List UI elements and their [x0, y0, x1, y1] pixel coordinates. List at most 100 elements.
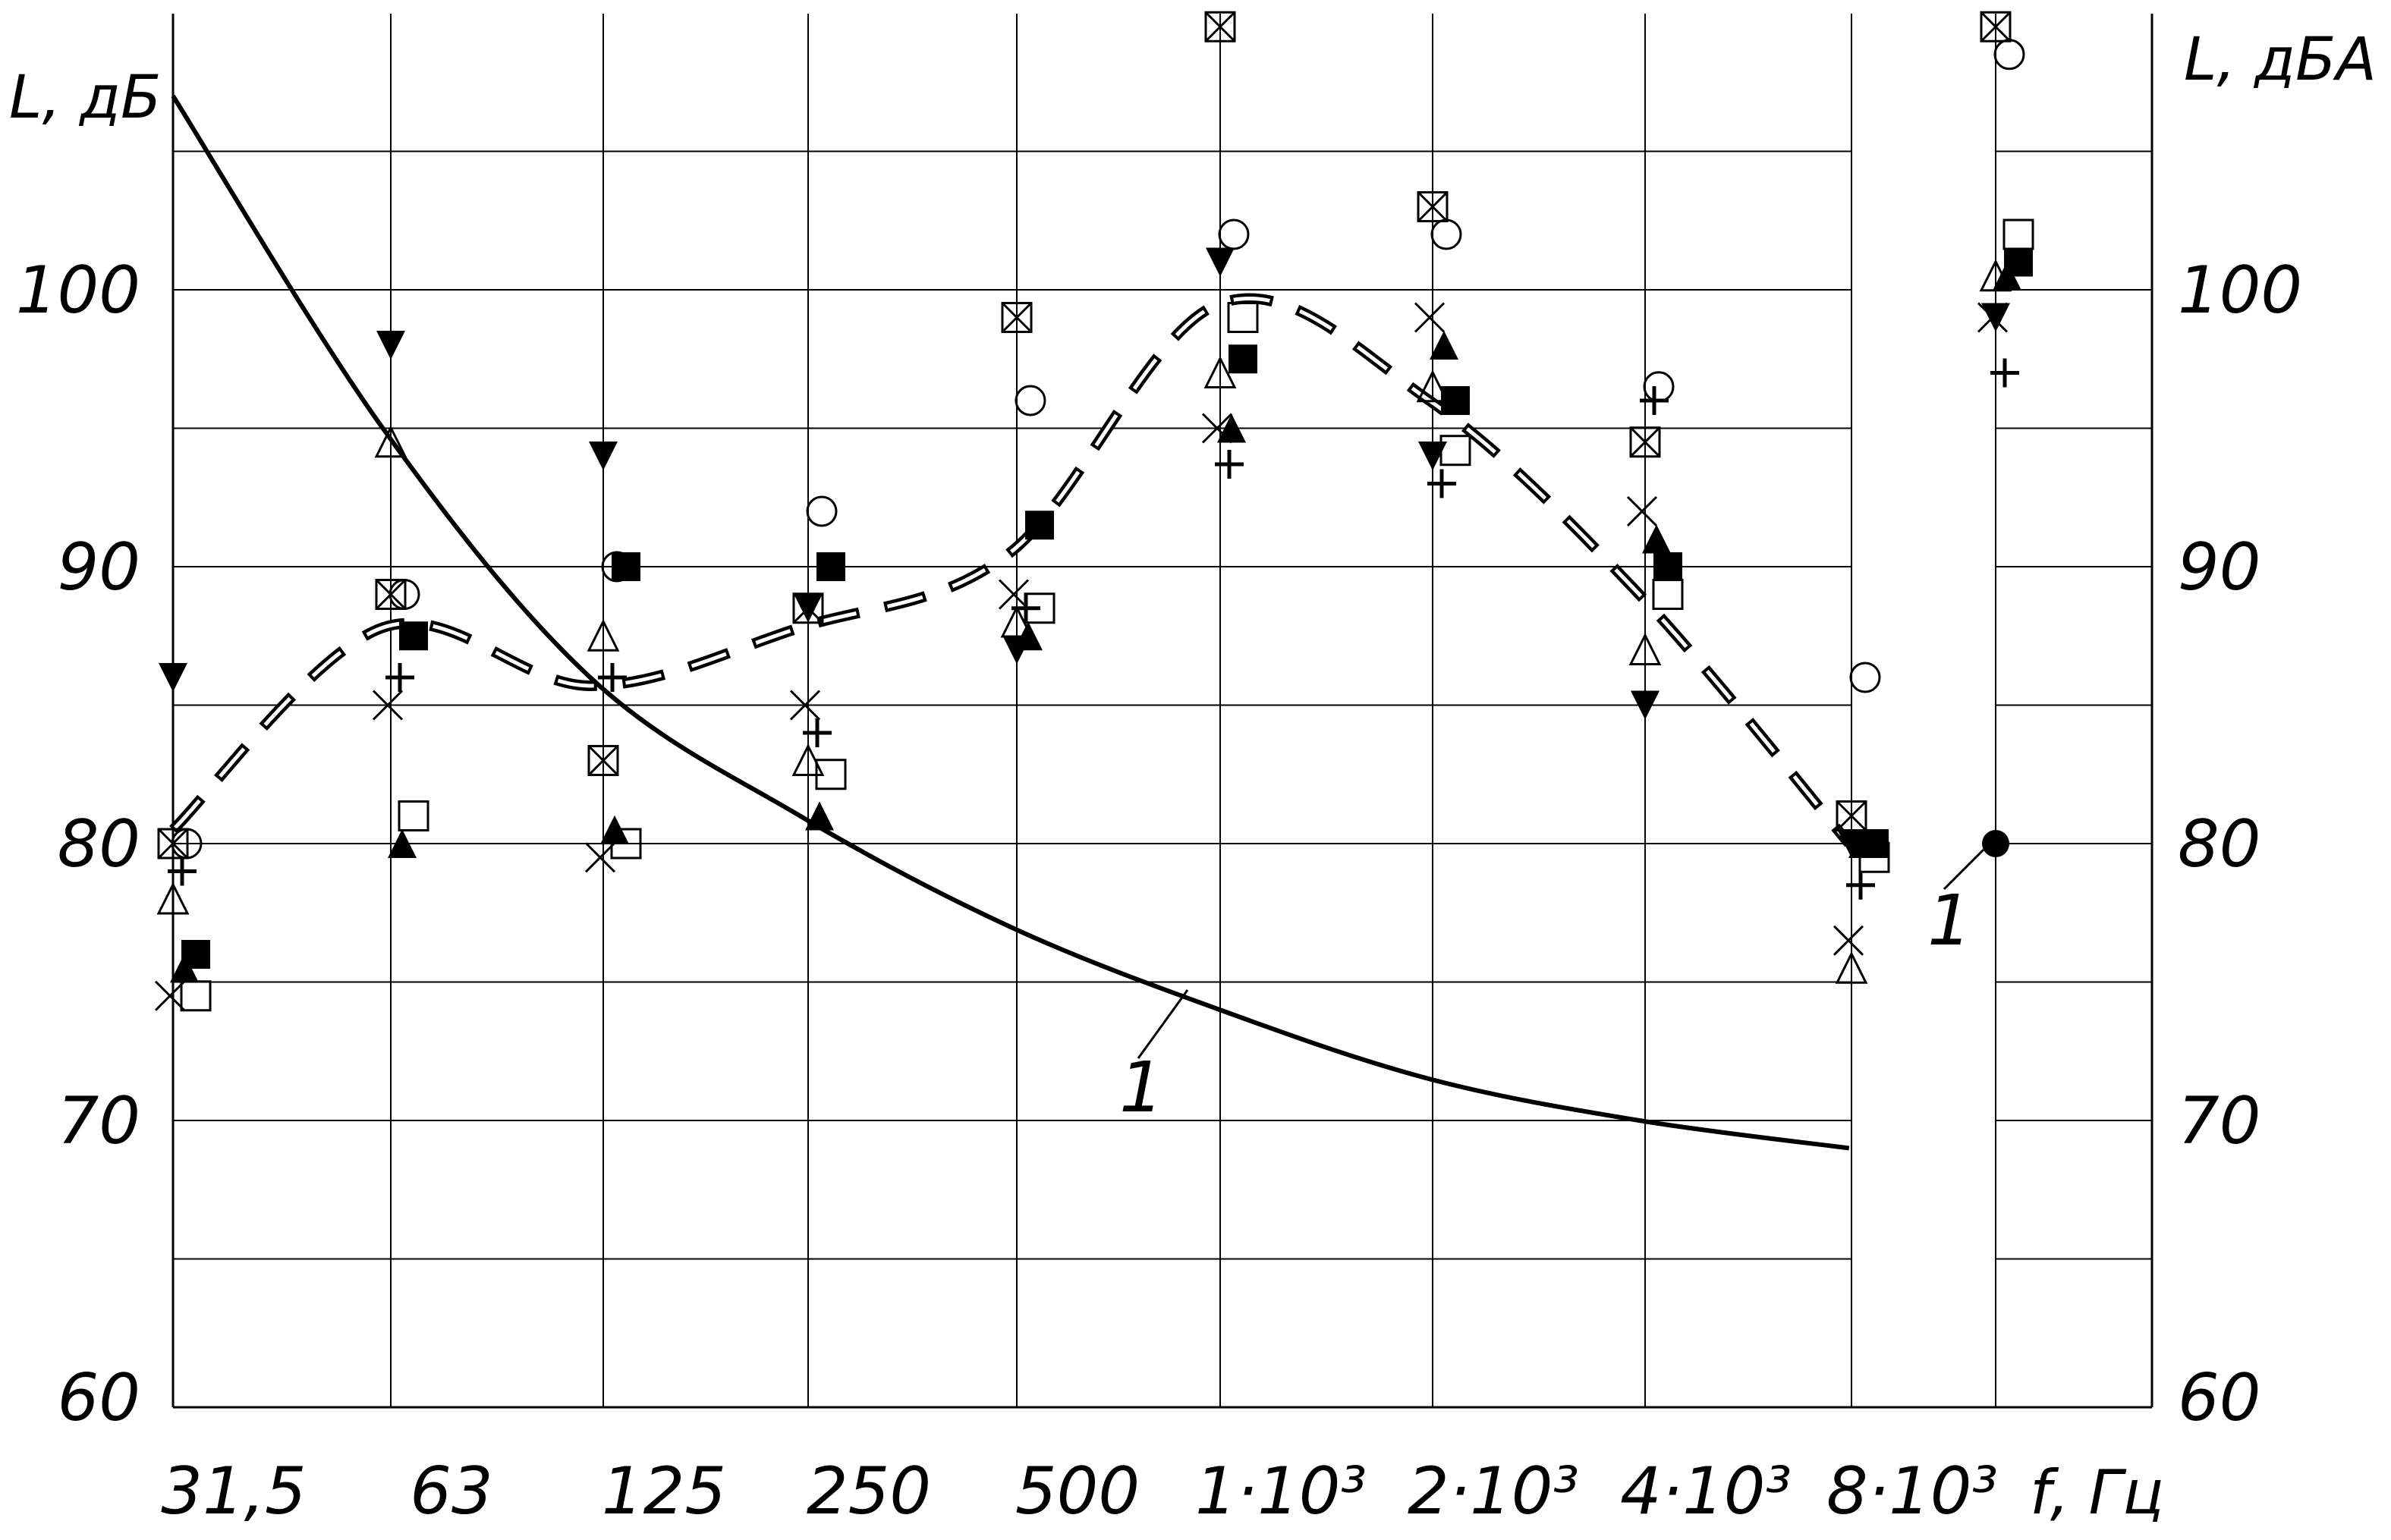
x-tick-0: 31,5	[161, 1454, 306, 1529]
y-tick-right-100: 100	[2178, 253, 2302, 328]
marker-circle-open-7	[1643, 371, 1675, 403]
point-label-leader	[1943, 848, 1985, 891]
marker-square-filled-6	[1441, 386, 1470, 415]
marker-square-open-1	[398, 800, 429, 831]
x-tick-7: 4·10³	[1620, 1454, 1792, 1529]
marker-x-cross-0	[154, 980, 186, 1011]
marker-triangle-up-filled-8	[1848, 829, 1877, 858]
marker-triangle-up-open-8	[1835, 951, 1868, 984]
marker-triangle-up-filled-3	[805, 801, 834, 831]
marker-x-cross-9	[1977, 302, 2009, 333]
marker-triangle-up-open-7	[1628, 633, 1662, 665]
marker-plus-4	[1011, 593, 1040, 623]
marker-circle-open-6	[1430, 218, 1462, 250]
marker-square-crossed-1	[375, 579, 407, 610]
marker-triangle-up-filled-9	[1993, 261, 2021, 291]
x-tick-2: 125	[602, 1454, 726, 1529]
marker-triangle-down-filled-0	[159, 663, 187, 692]
x-tick-3: 250	[807, 1454, 931, 1529]
marker-circle-open-4	[1015, 385, 1046, 416]
grid	[171, 14, 2153, 1409]
y-axis-label-left: L, дБ	[9, 64, 161, 132]
marker-square-filled-2	[612, 552, 640, 581]
point-label-1: 1	[1927, 880, 1972, 961]
y-tick-left-70: 70	[58, 1083, 140, 1159]
marker-plus-3	[803, 718, 832, 747]
y-tick-right-80: 80	[2178, 806, 2260, 882]
marker-square-crossed-8	[1836, 800, 1867, 831]
marker-square-filled-4	[1025, 511, 1054, 540]
x-tick-4: 500	[1015, 1454, 1140, 1529]
y-tick-left-100: 100	[16, 253, 140, 328]
marker-x-cross-8	[1833, 925, 1864, 956]
x-axis-label: f, Гц	[2030, 1457, 2164, 1528]
marker-triangle-down-filled-1	[376, 331, 405, 360]
marker-square-filled-7	[1653, 552, 1682, 581]
marker-square-crossed-2	[587, 745, 619, 776]
marker-square-open-6	[1439, 435, 1471, 467]
markers	[154, 11, 2034, 1012]
marker-square-filled-5	[1229, 344, 1257, 374]
marker-square-crossed-9	[1980, 11, 2012, 42]
marker-x-cross-6	[1414, 302, 1446, 333]
marker-x-cross-1	[372, 690, 404, 721]
marker-plus-8	[1846, 870, 1875, 900]
marker-square-crossed-7	[1629, 426, 1661, 458]
marker-triangle-up-filled-0	[170, 954, 199, 983]
marker-triangle-down-filled-2	[589, 442, 618, 470]
norm-curve-1	[171, 94, 1850, 1151]
marker-triangle-down-filled-5	[1206, 247, 1235, 277]
x-tick-5: 1·10³	[1195, 1454, 1367, 1529]
y-tick-left-90: 90	[58, 530, 140, 605]
curves	[169, 94, 2009, 1151]
curve-label-1: 1	[1119, 1047, 1164, 1128]
average-spectrum-curve-inner	[171, 297, 1851, 845]
marker-square-open-7	[1652, 579, 1684, 610]
marker-plus-0	[168, 856, 197, 886]
marker-square-crossed-3	[792, 592, 824, 624]
y-tick-left-60: 60	[58, 1360, 140, 1436]
labels: L, дБ L, дБА f, Гц 1 1 60 70 80 90 100 60 70 80…	[9, 26, 2377, 1529]
marker-square-open-0	[180, 980, 212, 1012]
marker-circle-open-9	[1993, 39, 2025, 71]
marker-triangle-down-filled-7	[1631, 690, 1660, 720]
marker-plus-2	[598, 663, 627, 692]
marker-plus-7	[1640, 386, 1669, 415]
curve-label-leader	[1137, 989, 1189, 1059]
marker-triangle-up-open-1	[374, 425, 407, 458]
marker-circle-open-5	[1218, 218, 1250, 250]
marker-triangle-down-filled-9	[1981, 303, 2010, 332]
y-tick-right-90: 90	[2178, 530, 2260, 605]
marker-square-open-3	[815, 759, 847, 790]
marker-square-crossed-5	[1204, 11, 1236, 42]
y-tick-right-60: 60	[2178, 1360, 2260, 1436]
marker-x-cross-2	[584, 842, 616, 873]
x-tick-6: 2·10³	[1408, 1454, 1579, 1529]
marker-triangle-up-open-2	[587, 618, 620, 652]
marker-square-filled-1	[399, 621, 428, 651]
marker-triangle-up-open-5	[1203, 356, 1237, 388]
marker-square-open-9	[2002, 218, 2034, 250]
marker-plus-1	[385, 663, 414, 692]
marker-circle-open-3	[806, 495, 838, 527]
marker-plus-5	[1215, 449, 1244, 479]
marker-plus-6	[1427, 469, 1456, 498]
marker-circle-open-8	[1849, 662, 1881, 693]
marker-plus-9	[1990, 358, 2019, 388]
marker-square-open-5	[1227, 302, 1259, 333]
y-axis-label-right: L, дБА	[2184, 26, 2377, 94]
y-tick-left-80: 80	[58, 806, 140, 882]
marker-square-filled-3	[816, 552, 845, 581]
marker-triangle-up-filled-4	[1014, 621, 1043, 651]
marker-triangle-up-filled-5	[1217, 413, 1246, 443]
marker-triangle-up-open-6	[1416, 369, 1449, 403]
marker-triangle-up-filled-6	[1430, 331, 1458, 360]
marker-triangle-down-filled-6	[1418, 442, 1447, 470]
marker-square-crossed-6	[1417, 191, 1449, 222]
x-tick-8: 8·10³	[1826, 1454, 1998, 1529]
marker-square-crossed-0	[157, 828, 189, 860]
marker-triangle-up-filled-2	[600, 815, 629, 844]
marker-triangle-down-filled-8	[1837, 829, 1866, 858]
marker-square-crossed-4	[1001, 302, 1033, 333]
